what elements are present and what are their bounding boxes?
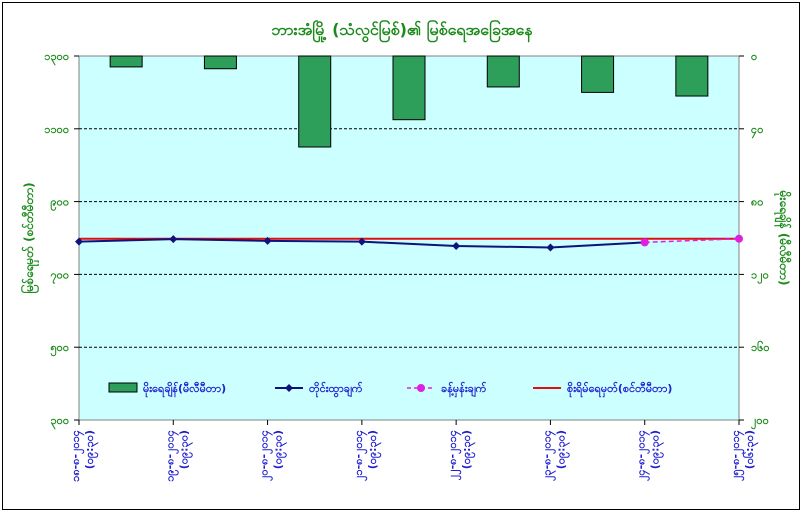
x-tick-time: (၀၉:၃၀) [177, 430, 193, 469]
right-tick-label: ၄၀ [751, 123, 763, 139]
right-tick-label: ၁၆၀ [751, 341, 770, 354]
legend-rainfall: မိုးရေချိန်(မီလီမီတာ) [143, 381, 226, 398]
x-tick-label: ၂၅-၈-၂၀၁၄ (၀၆:၃၀) [729, 430, 759, 481]
rainfall-bar [581, 55, 615, 93]
x-tick-label: ၂၄-၈-၂၀၁၄ (၀၉:၃၀) [635, 430, 665, 481]
right-tick-label: ၀ [751, 50, 757, 63]
x-axis-ticks: ၁၈-၈-၂၀၁၄ (၀၉:၃၀) ၁၉-၈-၂၀၁၄ (၀၉:၃၀) ၂၀-၈-၂၀၁… [69, 430, 759, 482]
x-tick-time: (၀၉:၃၀) [554, 430, 570, 469]
legend: မိုးရေချိန်(မီလီမီတာ) တိုင်းထွာချက် ခန့်မှ… [108, 381, 672, 398]
x-tick-label: ၁၉-၈-၂၀၁၄ (၀၉:၃၀) [163, 430, 193, 482]
x-tick-time: (၀၉:၃၀) [460, 430, 476, 469]
x-tick-time: (၀၉:၃၀) [366, 430, 382, 469]
legend-bar-swatch [108, 382, 138, 393]
x-tick-time: (၀၉:၃၀) [83, 430, 99, 469]
forecast-point [640, 238, 649, 247]
x-tick-date: ၂၁-၈-၂၀၁၄ [352, 430, 368, 481]
x-tick-time: (၀၉:၃၀) [649, 430, 665, 469]
x-tick-date: ၂၀-၈-၂၀၁၄ [258, 430, 274, 481]
x-tick-label: ၁၈-၈-၂၀၁၄ (၀၉:၃၀) [69, 430, 99, 482]
x-tick-time: (၀၉:၃၀) [272, 430, 288, 469]
x-tick-label: ၂၂-၈-၂၀၁၄ (၀၉:၃၀) [446, 430, 476, 480]
x-tick-label: ၂၁-၈-၂၀၁၄ (၀၉:၃၀) [352, 430, 382, 481]
observed-point [263, 236, 272, 245]
observed-point [75, 237, 83, 246]
x-tick-date: ၂၂-၈-၂၀၁၄ [446, 430, 462, 480]
observed-point [357, 237, 366, 246]
x-tick-label: ၂၀-၈-၂၀၁၄ (၀၉:၃၀) [258, 430, 288, 481]
gridlines [74, 55, 744, 425]
rainfall-bar [203, 55, 237, 70]
x-tick-label: ၂၃-၈-၂၀၁၄ (၀၉:၃၀) [540, 430, 570, 481]
left-tick-label: ၇၀၀ [50, 268, 69, 284]
rainfall-bar [675, 55, 709, 97]
right-axis-label: မိုးရေချိန် (မီလီမီတာ) [773, 190, 793, 286]
left-tick-label: ၁၃၀၀ [44, 50, 69, 66]
rainfall-bar [486, 55, 520, 88]
markers-group [75, 234, 743, 252]
rainfall-bar [392, 55, 426, 121]
right-tick-label: ၈၀ [751, 196, 763, 209]
forecast-point [735, 234, 743, 243]
rainfall-bar [298, 55, 332, 148]
bars-group [109, 55, 709, 148]
x-tick-date: ၁၈-၈-၂၀၁၄ [69, 430, 85, 482]
x-tick-date: ၁၉-၈-၂၀၁၄ [163, 430, 179, 482]
chart: ဘားအံမြို့ (သံလွင်မြစ်)၏ မြစ်ရေအခြေအနေ ၁… [19, 19, 793, 482]
chart-title: ဘားအံမြို့ (သံလွင်မြစ်)၏ မြစ်ရေအခြေအနေ [272, 19, 534, 43]
legend-forecast: ခန့်မှန်းချက် [441, 381, 487, 398]
right-tick-label: ၂၀၀ [751, 414, 769, 430]
right-tick-label: ၁၂၀ [751, 268, 769, 284]
observed-point [169, 235, 178, 244]
x-tick-time: (၀၆:၃၀) [743, 430, 759, 469]
x-tick-date: ၂၅-၈-၂၀၁၄ [729, 430, 745, 481]
observed-point [452, 242, 461, 251]
legend-warning: စိုးရိမ်ရေမှတ်(စင်တီမီတာ) [567, 381, 672, 398]
x-tick-date: ၂၄-၈-၂၀၁၄ [635, 430, 651, 481]
left-tick-label: ၃၀၀ [50, 414, 69, 430]
left-tick-label: ၁၁၀၀ [44, 123, 69, 136]
legend-observed: တိုင်းထွာချက် [309, 381, 363, 398]
legend-forecast-marker [417, 384, 425, 392]
x-tick-date: ၂၃-၈-၂၀၁၄ [540, 430, 556, 481]
legend-observed-marker [285, 384, 293, 392]
left-tick-label: ၅၀၀ [50, 341, 69, 357]
left-axis-label: မြစ်ရေမှတ် (စင်တီမီတာ) [19, 182, 40, 293]
observed-point [546, 243, 555, 252]
left-tick-label: ၉၀၀ [50, 196, 69, 212]
rainfall-bar [109, 55, 143, 68]
